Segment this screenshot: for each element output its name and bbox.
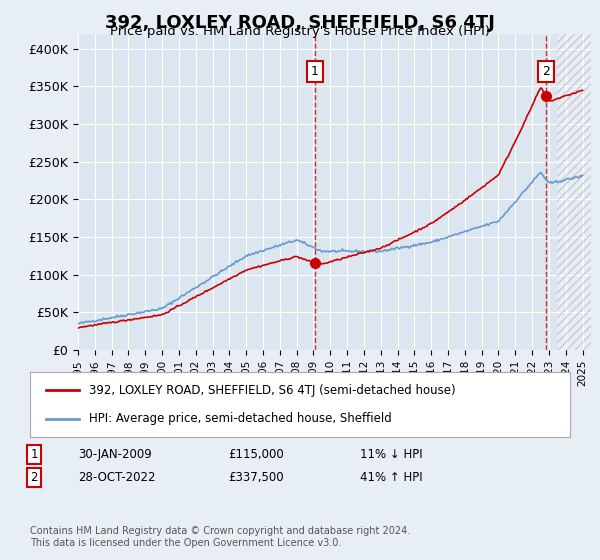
Bar bbox=[557, 34, 591, 350]
Text: 1: 1 bbox=[31, 448, 38, 461]
Text: 30-JAN-2009: 30-JAN-2009 bbox=[78, 448, 152, 461]
Bar bbox=[557, 34, 591, 350]
Text: 28-OCT-2022: 28-OCT-2022 bbox=[78, 470, 155, 484]
Text: 41% ↑ HPI: 41% ↑ HPI bbox=[360, 470, 422, 484]
Text: 392, LOXLEY ROAD, SHEFFIELD, S6 4TJ: 392, LOXLEY ROAD, SHEFFIELD, S6 4TJ bbox=[105, 14, 495, 32]
Text: 392, LOXLEY ROAD, SHEFFIELD, S6 4TJ (semi-detached house): 392, LOXLEY ROAD, SHEFFIELD, S6 4TJ (sem… bbox=[89, 384, 456, 397]
Text: 2: 2 bbox=[542, 65, 550, 78]
Text: £115,000: £115,000 bbox=[228, 448, 284, 461]
Text: £337,500: £337,500 bbox=[228, 470, 284, 484]
Text: 1: 1 bbox=[311, 65, 319, 78]
Text: Price paid vs. HM Land Registry's House Price Index (HPI): Price paid vs. HM Land Registry's House … bbox=[110, 25, 490, 38]
Text: 11% ↓ HPI: 11% ↓ HPI bbox=[360, 448, 422, 461]
Text: HPI: Average price, semi-detached house, Sheffield: HPI: Average price, semi-detached house,… bbox=[89, 412, 392, 425]
Text: Contains HM Land Registry data © Crown copyright and database right 2024.
This d: Contains HM Land Registry data © Crown c… bbox=[30, 526, 410, 548]
Text: 2: 2 bbox=[31, 470, 38, 484]
